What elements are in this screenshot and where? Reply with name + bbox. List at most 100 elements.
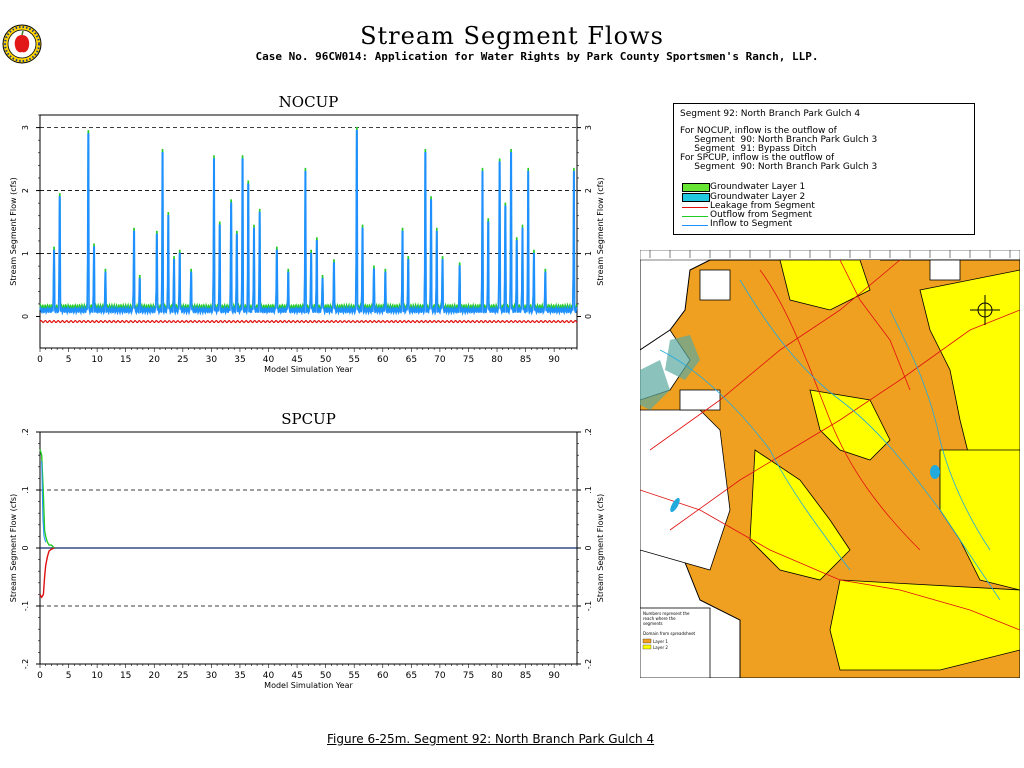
map-inset-text: Layer 2 xyxy=(653,645,668,650)
x-tick-label: 20 xyxy=(149,355,161,365)
y-tick-label: 3 xyxy=(21,125,30,130)
x-tick-label: 55 xyxy=(348,671,359,681)
chart-title: SPCUP xyxy=(281,410,336,428)
legend-box: Segment 92: North Branch Park Gulch 4 Fo… xyxy=(673,103,975,235)
y-tick-label: 2 xyxy=(21,188,30,193)
map-inset-text: segments xyxy=(643,621,663,626)
x-tick-label: 30 xyxy=(206,671,218,681)
series-inflow xyxy=(39,129,578,316)
x-tick-label: 70 xyxy=(434,671,446,681)
y-tick-label: 2 xyxy=(584,188,593,193)
x-tick-label: 75 xyxy=(463,355,474,365)
series-outflow xyxy=(39,126,578,312)
y-tick-label: -.1 xyxy=(21,601,30,612)
legend-item-leakage: Leakage from Segment xyxy=(710,201,815,211)
legend-line-outflow xyxy=(682,216,708,217)
page-subtitle: Case No. 96CW014: Application for Water … xyxy=(255,50,819,63)
x-tick-label: 40 xyxy=(263,355,275,365)
legend-item-inflow: Inflow to Segment xyxy=(710,219,793,229)
y-tick-label: .1 xyxy=(584,486,593,494)
y-tick-label: 1 xyxy=(21,251,30,256)
x-tick-label: 5 xyxy=(66,671,72,681)
x-axis-label: Model Simulation Year xyxy=(264,365,353,374)
page-title: Stream Segment Flows xyxy=(360,22,664,50)
y-axis-label: Stream Segment Flow (cfs) xyxy=(9,177,18,285)
x-tick-label: 85 xyxy=(520,355,531,365)
y-axis-label: Stream Segment Flow (cfs) xyxy=(9,494,18,602)
x-tick-label: 30 xyxy=(206,355,218,365)
x-tick-label: 25 xyxy=(177,671,188,681)
y-tick-label: -.2 xyxy=(584,659,593,670)
map-inset-text: Numbers represent the xyxy=(643,611,690,616)
legend-title: Segment 92: North Branch Park Gulch 4 xyxy=(680,109,861,119)
x-tick-label: 25 xyxy=(177,355,188,365)
x-tick-label: 35 xyxy=(234,355,245,365)
x-tick-label: 40 xyxy=(263,671,275,681)
series-leakage xyxy=(39,547,55,599)
x-tick-label: 75 xyxy=(463,671,474,681)
y-tick-label: 0 xyxy=(21,545,30,550)
x-tick-label: 10 xyxy=(91,671,103,681)
x-tick-label: 0 xyxy=(37,671,43,681)
y-axis-label: Stream Segment Flow (cfs) xyxy=(596,177,605,285)
series-inflow-start xyxy=(41,460,47,543)
legend-swatch-layer1 xyxy=(682,183,710,192)
legend-item-outflow: Outflow from Segment xyxy=(710,210,813,220)
agency-seal-icon xyxy=(2,24,42,64)
x-tick-label: 0 xyxy=(37,355,43,365)
legend-line-leakage xyxy=(682,207,708,208)
x-tick-label: 5 xyxy=(66,355,72,365)
x-tick-label: 70 xyxy=(434,355,446,365)
x-tick-label: 20 xyxy=(149,671,161,681)
y-tick-label: .1 xyxy=(21,486,30,494)
x-tick-label: 60 xyxy=(377,355,389,365)
map-inset-text: reach where the xyxy=(643,616,676,621)
legend-swatch-layer2 xyxy=(682,193,710,202)
map-inset-text: Layer 1 xyxy=(653,639,668,644)
legend-note: Segment 90: North Branch Park Gulch 3 xyxy=(680,162,878,172)
series-leakage xyxy=(39,319,578,324)
x-tick-label: 90 xyxy=(548,671,560,681)
x-tick-label: 90 xyxy=(548,355,560,365)
x-axis-label: Model Simulation Year xyxy=(264,681,353,690)
y-axis-label: Stream Segment Flow (cfs) xyxy=(596,494,605,602)
x-tick-label: 10 xyxy=(91,355,103,365)
x-tick-label: 15 xyxy=(120,671,131,681)
legend-note: Segment 90: North Branch Park Gulch 3 xyxy=(680,135,878,145)
x-tick-label: 55 xyxy=(348,355,359,365)
y-tick-label: 3 xyxy=(584,125,593,130)
x-tick-label: 50 xyxy=(320,355,332,365)
legend-item-layer1: Groundwater Layer 1 xyxy=(710,182,806,192)
x-tick-label: 45 xyxy=(291,671,302,681)
legend-item-layer2: Groundwater Layer 2 xyxy=(710,192,806,202)
x-tick-label: 35 xyxy=(234,671,245,681)
map-inset-text: Domain from spreadsheet xyxy=(643,631,696,636)
legend-note: Segment 91: Bypass Ditch xyxy=(680,144,817,154)
y-tick-label: 1 xyxy=(584,251,593,256)
spcup-chart: SPCUP -.2 -.2 -.1 -.1 0 0 .1 .1 .2 .2 0 5 10 15 20 25 30 3… xyxy=(9,410,605,690)
y-tick-label: 0 xyxy=(21,314,30,319)
y-tick-label: .2 xyxy=(21,428,30,436)
x-tick-label: 15 xyxy=(120,355,131,365)
x-tick-label: 60 xyxy=(377,671,389,681)
figure-caption: Figure 6-25m. Segment 92: North Branch P… xyxy=(327,732,655,746)
x-tick-label: 80 xyxy=(491,355,503,365)
x-tick-label: 80 xyxy=(491,671,503,681)
legend-note: For NOCUP, inflow is the outflow of xyxy=(680,126,837,136)
x-tick-label: 45 xyxy=(291,355,302,365)
legend-note: For SPCUP, inflow is the outflow of xyxy=(680,153,835,163)
x-tick-label: 65 xyxy=(406,355,417,365)
y-tick-label: -.2 xyxy=(21,659,30,670)
y-tick-label: 0 xyxy=(584,545,593,550)
chart-title: NOCUP xyxy=(279,93,339,111)
site-map: Numbers represent the reach where the se… xyxy=(640,250,1020,678)
x-tick-label: 85 xyxy=(520,671,531,681)
y-tick-label: .2 xyxy=(584,428,593,436)
legend-line-inflow xyxy=(682,225,708,226)
y-tick-label: -.1 xyxy=(584,601,593,612)
x-tick-label: 50 xyxy=(320,671,332,681)
x-tick-label: 65 xyxy=(406,671,417,681)
y-tick-label: 0 xyxy=(584,314,593,319)
